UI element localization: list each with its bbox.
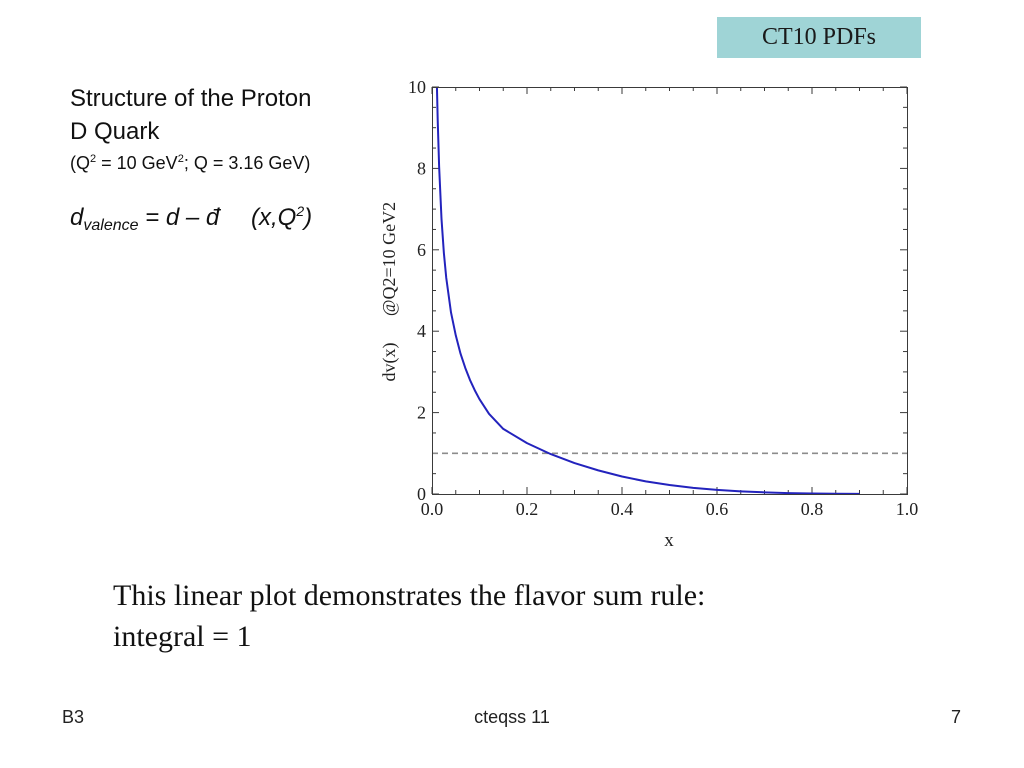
slide-tag: CT10 PDFs: [717, 17, 921, 58]
x-tick-label: 0.8: [801, 499, 824, 519]
footer-page-number: 7: [951, 707, 962, 727]
body-line-1: This linear plot demonstrates the flavor…: [113, 579, 706, 612]
plot-frame: [432, 87, 908, 495]
body-line-2: integral = 1: [113, 620, 252, 653]
heading-subtitle: D Quark: [70, 118, 160, 145]
x-tick-label: 0.6: [706, 499, 729, 519]
x-tick-label: 0.4: [611, 499, 634, 519]
y-axis-label-condition: @Q2=10 GeV2: [379, 202, 399, 316]
valence-formula: dvalence = d – đ: [70, 204, 220, 234]
formula-args-open: (x,Q: [251, 204, 297, 231]
y-axis-label: dv(x): [379, 343, 400, 382]
slide-tag-label: CT10 PDFs: [761, 24, 877, 50]
slide-heading: Structure of the Proton D Quark: [70, 82, 311, 148]
formula-expression: = d – đ: [138, 204, 220, 231]
conditions-value: = 10 GeV: [96, 153, 178, 173]
x-tick-label: 0.2: [516, 499, 539, 519]
conditions-rest: ; Q = 3.16 GeV): [183, 153, 311, 173]
dv-curve: [435, 87, 860, 494]
formula-subscript: valence: [83, 217, 139, 234]
unit-power: 2: [177, 153, 184, 165]
kinematic-conditions: (Q2 = 10 GeV2; Q = 3.16 GeV): [70, 153, 310, 173]
formula-arguments: (x,Q2): [251, 204, 312, 232]
plot-background: [432, 87, 907, 494]
y-tick-label: 2: [417, 403, 426, 423]
x-axis-label: x: [664, 530, 674, 551]
formula-args-close: ): [304, 204, 313, 231]
conditions-open: (Q: [70, 153, 90, 173]
y-tick-label: 0: [417, 484, 426, 504]
heading-title: Structure of the Proton: [70, 85, 312, 112]
q-power: 2: [90, 153, 97, 165]
formula-args-power: 2: [296, 203, 305, 219]
x-tick-label: 0.0: [421, 499, 444, 519]
slide-body: This linear plot demonstrates the flavor…: [113, 575, 705, 657]
formula-symbol: d: [70, 204, 84, 231]
y-tick-label: 6: [417, 240, 426, 260]
tick-labels: 0.0 0.2 0.4 0.6 0.8 1.0 0 2 4 6 8 10: [408, 77, 918, 519]
x-tick-label: 1.0: [896, 499, 919, 519]
y-tick-label: 10: [408, 77, 426, 97]
y-tick-label: 8: [417, 158, 426, 178]
y-tick-label: 4: [417, 321, 426, 341]
footer-left: B3: [62, 707, 85, 727]
dv-chart: 0.0 0.2 0.4 0.6 0.8 1.0 0 2 4 6 8 10 x dv(x) @Q2=10…: [379, 77, 918, 551]
footer-center: cteqss 11: [474, 707, 550, 727]
